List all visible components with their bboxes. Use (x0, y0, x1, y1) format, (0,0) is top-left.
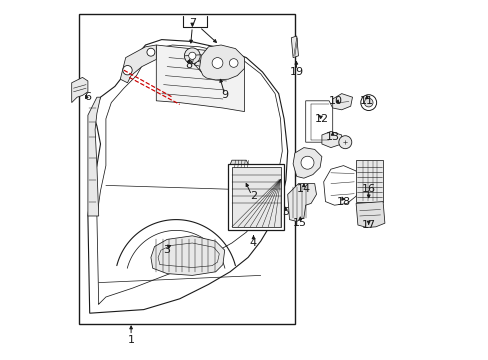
Circle shape (301, 156, 313, 169)
Text: 14: 14 (296, 184, 310, 194)
Polygon shape (287, 184, 316, 221)
Polygon shape (332, 94, 352, 110)
Text: 4: 4 (249, 238, 257, 248)
Text: 2: 2 (249, 191, 257, 201)
Polygon shape (323, 166, 359, 205)
Bar (79, 14, 294, 324)
Polygon shape (88, 40, 287, 313)
Text: 6: 6 (84, 92, 91, 102)
Bar (228, 164, 284, 230)
Polygon shape (355, 202, 384, 228)
Circle shape (122, 66, 132, 75)
Polygon shape (231, 167, 280, 227)
Text: 5: 5 (282, 207, 289, 217)
Polygon shape (291, 36, 298, 58)
Polygon shape (88, 97, 101, 216)
Polygon shape (199, 45, 244, 80)
Text: 18: 18 (336, 197, 350, 207)
Text: 11: 11 (359, 96, 373, 106)
Text: 13: 13 (325, 132, 339, 142)
Polygon shape (151, 236, 224, 275)
Circle shape (188, 52, 196, 59)
Text: 7: 7 (188, 18, 196, 28)
Text: 16: 16 (361, 184, 375, 194)
Text: 12: 12 (314, 114, 328, 124)
Polygon shape (194, 61, 203, 67)
Polygon shape (228, 160, 249, 182)
Circle shape (146, 48, 155, 56)
Text: 10: 10 (328, 96, 343, 106)
Text: 19: 19 (289, 67, 303, 77)
Circle shape (360, 95, 376, 111)
Text: 1: 1 (127, 335, 134, 345)
Text: 8: 8 (185, 60, 192, 70)
Circle shape (229, 59, 238, 67)
Bar (355, 160, 382, 202)
Polygon shape (321, 131, 341, 148)
Polygon shape (156, 45, 244, 112)
Text: 3: 3 (163, 245, 170, 255)
Circle shape (338, 136, 351, 149)
Text: 9: 9 (221, 90, 228, 100)
Circle shape (184, 48, 200, 64)
Polygon shape (72, 77, 88, 103)
Polygon shape (292, 148, 321, 178)
Polygon shape (305, 101, 332, 142)
Polygon shape (120, 45, 156, 83)
Circle shape (364, 98, 372, 107)
Text: 15: 15 (293, 218, 306, 228)
Circle shape (212, 58, 223, 68)
Text: 17: 17 (361, 220, 375, 230)
